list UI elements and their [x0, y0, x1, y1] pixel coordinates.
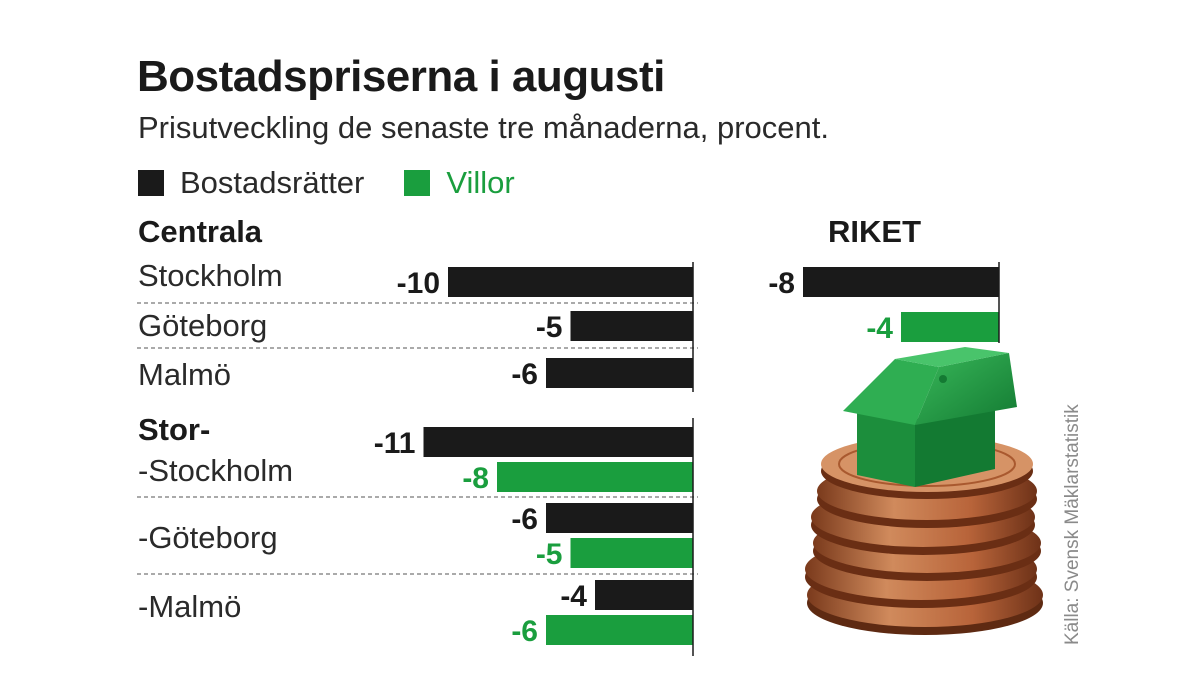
bar-villor-malm: [546, 615, 693, 645]
data-label-bostadsratter-riket: -8: [768, 267, 795, 300]
data-label-bostadsratter-gteborg: -5: [536, 311, 563, 344]
bar-bostadsratter-stockholm: [423, 427, 693, 457]
data-label-villor-stockholm: -8: [462, 462, 489, 495]
row-label-stor-stockholm: -Stockholm: [138, 453, 294, 488]
group-label-riket: RIKET: [828, 214, 921, 249]
bar-villor-riket: [901, 312, 999, 342]
data-label-bostadsratter-stockholm: -10: [397, 267, 440, 300]
legend-item-villor: Villor: [404, 165, 515, 201]
zero-axes: [692, 262, 1000, 656]
legend: Bostadsrätter Villor: [138, 163, 555, 203]
bar-bostadsratter-malm: [546, 358, 693, 388]
data-label-bostadsratter-gteborg: -6: [511, 503, 538, 536]
data-label-bostadsratter-malm: -6: [511, 358, 538, 391]
row-label-stockholm: Stockholm: [138, 258, 283, 293]
bar-bostadsratter-stockholm: [448, 267, 693, 297]
legend-label-villor: Villor: [446, 165, 515, 200]
bar-bostadsratter-riket: [803, 267, 999, 297]
row-label-malmo: Malmö: [138, 357, 232, 392]
house-on-coins-illustration: [805, 347, 1043, 635]
bars: -10-5-6-11-8-6-5-4-6-8-4: [374, 267, 999, 648]
house-icon: [843, 347, 1017, 487]
data-label-bostadsratter-stockholm: -11: [374, 427, 416, 460]
row-label-stor-goteborg: -Göteborg: [138, 520, 278, 555]
row-label-stor-malmo: -Malmö: [138, 589, 242, 624]
bar-bostadsratter-gteborg: [546, 503, 693, 533]
group-label-stor: Stor-: [138, 412, 211, 447]
bar-villor-stockholm: [497, 462, 693, 492]
row-separators: [137, 302, 698, 575]
source-label: Källa: Svensk Mäklarstatistik: [1062, 404, 1083, 645]
chart-title: Bostadspriserna i augusti: [137, 52, 665, 101]
bar-bostadsratter-malm: [595, 580, 693, 610]
data-label-bostadsratter-malm: -4: [560, 580, 587, 613]
data-label-villor-gteborg: -5: [536, 538, 563, 571]
chart-subtitle: Prisutveckling de senaste tre månaderna,…: [138, 110, 829, 145]
data-label-villor-malm: -6: [511, 615, 538, 648]
data-label-villor-riket: -4: [866, 312, 893, 345]
legend-swatch-bostadsratter: [138, 170, 164, 196]
legend-label-bostadsratter: Bostadsrätter: [180, 165, 365, 200]
bar-bostadsratter-gteborg: [570, 311, 693, 341]
legend-item-bostadsratter: Bostadsrätter: [138, 165, 364, 201]
group-label-centrala: Centrala: [138, 214, 263, 249]
bar-villor-gteborg: [570, 538, 693, 568]
row-label-goteborg: Göteborg: [138, 308, 268, 343]
legend-swatch-villor: [404, 170, 431, 196]
